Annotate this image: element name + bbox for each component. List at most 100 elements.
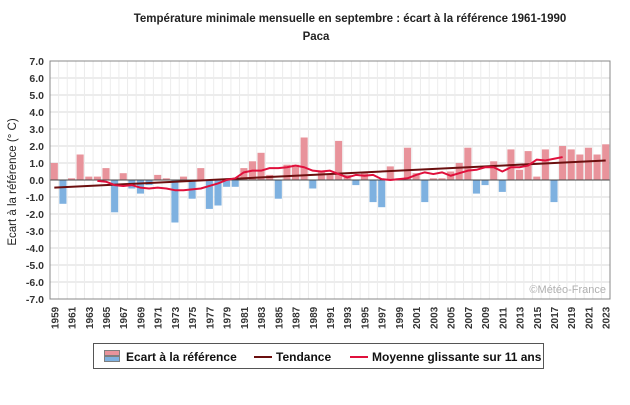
bar xyxy=(162,178,170,180)
legend-swatch-trend xyxy=(254,356,272,358)
bar xyxy=(533,176,541,180)
x-tick-label: 1975 xyxy=(188,306,199,329)
bar xyxy=(412,173,420,180)
bar xyxy=(490,161,498,180)
x-tick-label: 1995 xyxy=(360,306,371,329)
bar xyxy=(85,176,93,180)
bar xyxy=(498,180,506,192)
bar xyxy=(274,180,282,199)
legend-swatch-moving-average xyxy=(350,356,368,358)
bar xyxy=(119,173,127,180)
bar xyxy=(240,168,248,180)
bar xyxy=(438,178,446,180)
x-tick-label: 2023 xyxy=(602,306,613,329)
x-tick-label: 1971 xyxy=(154,306,165,329)
x-tick-label: 2019 xyxy=(567,306,578,329)
bar xyxy=(59,180,67,204)
bar xyxy=(369,180,377,203)
bar xyxy=(257,152,265,180)
x-tick-label: 2011 xyxy=(498,307,509,329)
x-tick-label: 2021 xyxy=(584,306,595,329)
bar xyxy=(326,174,334,180)
x-tick-label: 1985 xyxy=(274,306,285,329)
y-tick-label: -1.0 xyxy=(26,192,44,204)
y-tick-label: 3.0 xyxy=(29,124,44,136)
bar xyxy=(50,163,58,180)
legend-label-trend: Tendance xyxy=(276,350,332,364)
y-tick-label: 0.0 xyxy=(29,175,44,187)
x-tick-label: 2013 xyxy=(516,306,527,329)
x-tick-label: 2005 xyxy=(447,306,458,329)
bar xyxy=(292,164,300,180)
bar xyxy=(481,180,489,186)
x-tick-label: 1983 xyxy=(257,306,268,329)
bar xyxy=(455,163,463,180)
bar xyxy=(593,154,601,180)
y-tick-label: -7.0 xyxy=(26,294,44,306)
y-axis-label: Ecart à la référence (° C) xyxy=(7,118,19,245)
bar xyxy=(231,180,239,187)
bar-series xyxy=(50,137,610,223)
line-series xyxy=(54,156,606,192)
chart-subtitle: Paca xyxy=(303,31,330,43)
x-tick-label: 1999 xyxy=(395,306,406,329)
legend-label-bars: Ecart à la référence xyxy=(126,350,237,364)
moving-average-line xyxy=(97,156,563,192)
bar xyxy=(223,180,231,187)
y-tick-label: -6.0 xyxy=(26,277,44,289)
legend-label-moving-average: Moyenne glissante sur 11 ans xyxy=(372,350,542,364)
x-tick-label: 1967 xyxy=(119,306,130,329)
x-tick-label: 1965 xyxy=(102,306,113,329)
x-tick-label: 1987 xyxy=(292,306,303,329)
y-tick-label: 1.0 xyxy=(29,158,44,170)
y-tick-label: -2.0 xyxy=(26,209,44,221)
bar xyxy=(378,180,386,208)
bar xyxy=(214,180,222,206)
x-tick-label: 1981 xyxy=(240,306,251,329)
legend-swatch-bars xyxy=(104,350,120,362)
bar xyxy=(602,144,610,180)
bar xyxy=(154,174,162,180)
y-tick-label: 6.0 xyxy=(29,73,44,85)
bar xyxy=(404,147,412,180)
y-tick-label: -4.0 xyxy=(26,243,44,255)
x-tick-label: 1991 xyxy=(326,306,337,329)
bar xyxy=(300,137,308,180)
y-tick-label: 7.0 xyxy=(29,56,44,68)
bar xyxy=(76,154,84,180)
x-tick-label: 2007 xyxy=(464,306,475,329)
bar xyxy=(386,166,394,180)
bar xyxy=(472,180,480,194)
bar xyxy=(93,176,101,180)
bar xyxy=(464,147,472,180)
bar xyxy=(335,140,343,180)
y-tick-label: -5.0 xyxy=(26,260,44,272)
watermark: ©Météo-France xyxy=(529,284,606,296)
bar xyxy=(205,180,213,209)
bar xyxy=(309,180,317,189)
x-tick-label: 1961 xyxy=(68,306,79,329)
bar xyxy=(421,180,429,203)
y-tick-label: -3.0 xyxy=(26,226,44,238)
chart-title: Température minimale mensuelle en septem… xyxy=(134,13,567,25)
y-tick-labels: 7.0 6.0 5.0 4.0 3.0 2.0 1.0 0.0 -1.0 -2.0 -3.0 -4.0… xyxy=(26,56,44,306)
bar xyxy=(541,149,549,180)
x-tick-label: 1959 xyxy=(50,306,61,329)
x-tick-label: 1997 xyxy=(378,306,389,329)
x-tick-label: 1969 xyxy=(136,306,147,329)
bar xyxy=(111,180,119,213)
y-tick-label: 4.0 xyxy=(29,107,44,119)
x-tick-label: 2015 xyxy=(533,306,544,329)
x-tick-label: 2017 xyxy=(550,306,561,329)
bar xyxy=(584,147,592,180)
bar xyxy=(429,178,437,180)
bar xyxy=(550,180,558,203)
plot-frame xyxy=(49,60,611,300)
x-tick-labels: 1959 1961 1963 1965 1967 1969 1971 1973 1975 1977… xyxy=(50,306,612,329)
bar xyxy=(68,178,76,180)
x-tick-label: 1977 xyxy=(205,306,216,329)
bar xyxy=(180,176,188,180)
bar xyxy=(567,149,575,180)
trend-line xyxy=(54,159,606,189)
